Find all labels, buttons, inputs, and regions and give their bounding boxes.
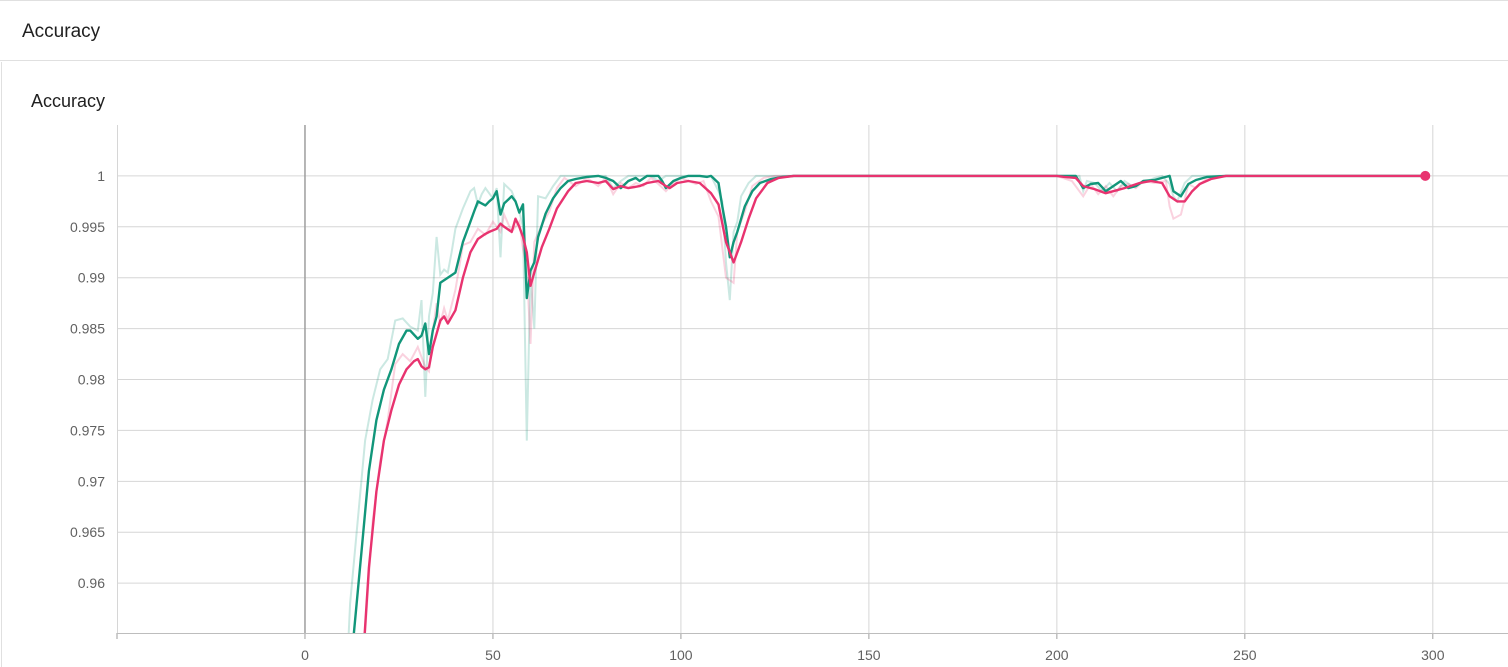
section-header[interactable]: Accuracy: [0, 0, 1508, 61]
series-1-raw-line: [347, 174, 1426, 633]
x-tick-label: 300: [1421, 647, 1445, 663]
section-title: Accuracy: [22, 21, 101, 42]
y-tick-label: 0.96: [78, 575, 105, 591]
x-tick-label: 0: [301, 647, 309, 663]
y-tick-label: 1: [97, 168, 105, 184]
series-2-smoothed-line: [363, 174, 1426, 633]
y-tick-label: 0.985: [70, 321, 105, 337]
y-tick-label: 0.99: [78, 270, 105, 286]
y-tick-label: 0.995: [70, 219, 105, 235]
y-tick-label: 0.975: [70, 422, 105, 438]
series-1-smoothed-line: [352, 174, 1426, 633]
accuracy-line-chart[interactable]: 1 0.995 0.99 0.985 0.98 0.975 0.97 0.965 0.96 0 50…: [2, 62, 1508, 667]
x-tick-label: 100: [669, 647, 693, 663]
x-tick-label: 50: [485, 647, 501, 663]
chart-title: Accuracy: [31, 91, 106, 111]
y-tick-label: 0.98: [78, 372, 105, 388]
y-tick-label: 0.965: [70, 524, 105, 540]
x-tick-label: 200: [1045, 647, 1069, 663]
chart-card: Accuracy 1 0.995 0.99 0.985 0.98 0.975 0.97 0.9…: [1, 62, 1508, 667]
x-tick-label: 250: [1233, 647, 1257, 663]
x-tick-label: 150: [857, 647, 881, 663]
end-point-marker: [1420, 170, 1431, 181]
y-tick-label: 0.97: [78, 473, 105, 489]
